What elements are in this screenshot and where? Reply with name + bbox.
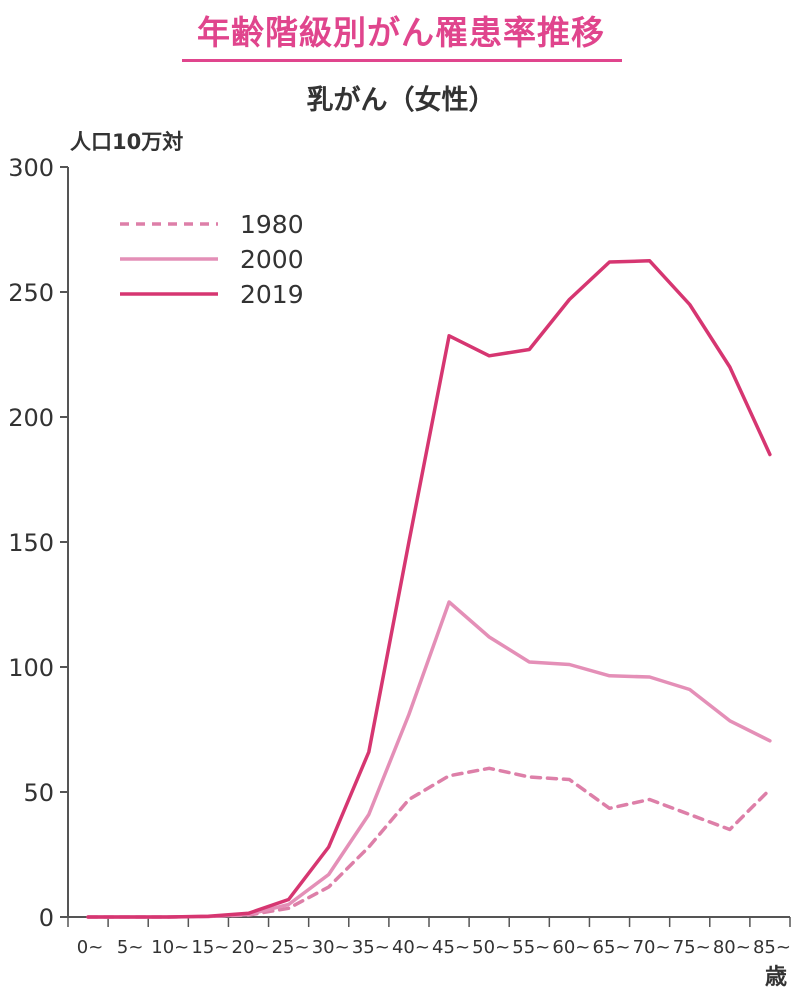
x-tick-label: 25~	[272, 937, 310, 958]
x-tick-label: 15~	[191, 937, 229, 958]
x-tick-label: 65~	[593, 937, 631, 958]
y-tick-label: 50	[23, 779, 54, 807]
series-line-2019	[86, 259, 772, 919]
y-tick-label: 100	[8, 654, 54, 682]
x-tick-label: 70~	[633, 937, 671, 958]
x-tick-label: 5~	[117, 937, 144, 958]
x-tick-label: 10~	[151, 937, 189, 958]
chart-title: 年齢階級別がん罹患率推移	[197, 13, 605, 52]
title-underline	[182, 59, 622, 62]
y-tick-label: 250	[8, 279, 54, 307]
x-tick-label: 75~	[673, 937, 711, 958]
x-tick-label: 45~	[432, 937, 470, 958]
x-tick-label: 0~	[77, 937, 104, 958]
chart-subtitle: 乳がん（女性）	[306, 85, 496, 116]
y-tick-label: 300	[8, 154, 54, 182]
x-tick-label: 55~	[512, 937, 550, 958]
x-tick-label: 60~	[552, 937, 590, 958]
y-tick-label: 200	[8, 404, 54, 432]
x-tick-label: 50~	[472, 937, 510, 958]
series-line-2000	[86, 600, 772, 919]
x-tick-label: 30~	[312, 937, 350, 958]
x-tick-label: 40~	[392, 937, 430, 958]
y-axis-unit-label: 人口10万対	[70, 130, 184, 154]
legend-label: 2000	[240, 245, 304, 274]
x-tick-label: 85~	[753, 937, 791, 958]
x-tick-label: 20~	[232, 937, 270, 958]
series-line-1980	[86, 766, 772, 919]
x-tick-label: 80~	[713, 937, 751, 958]
legend-label: 1980	[240, 210, 304, 239]
x-axis-unit-label: 歳	[765, 965, 787, 990]
legend-label: 2019	[240, 280, 304, 309]
y-tick-label: 150	[8, 529, 54, 557]
y-tick-label: 0	[39, 904, 54, 932]
x-tick-label: 35~	[352, 937, 390, 958]
